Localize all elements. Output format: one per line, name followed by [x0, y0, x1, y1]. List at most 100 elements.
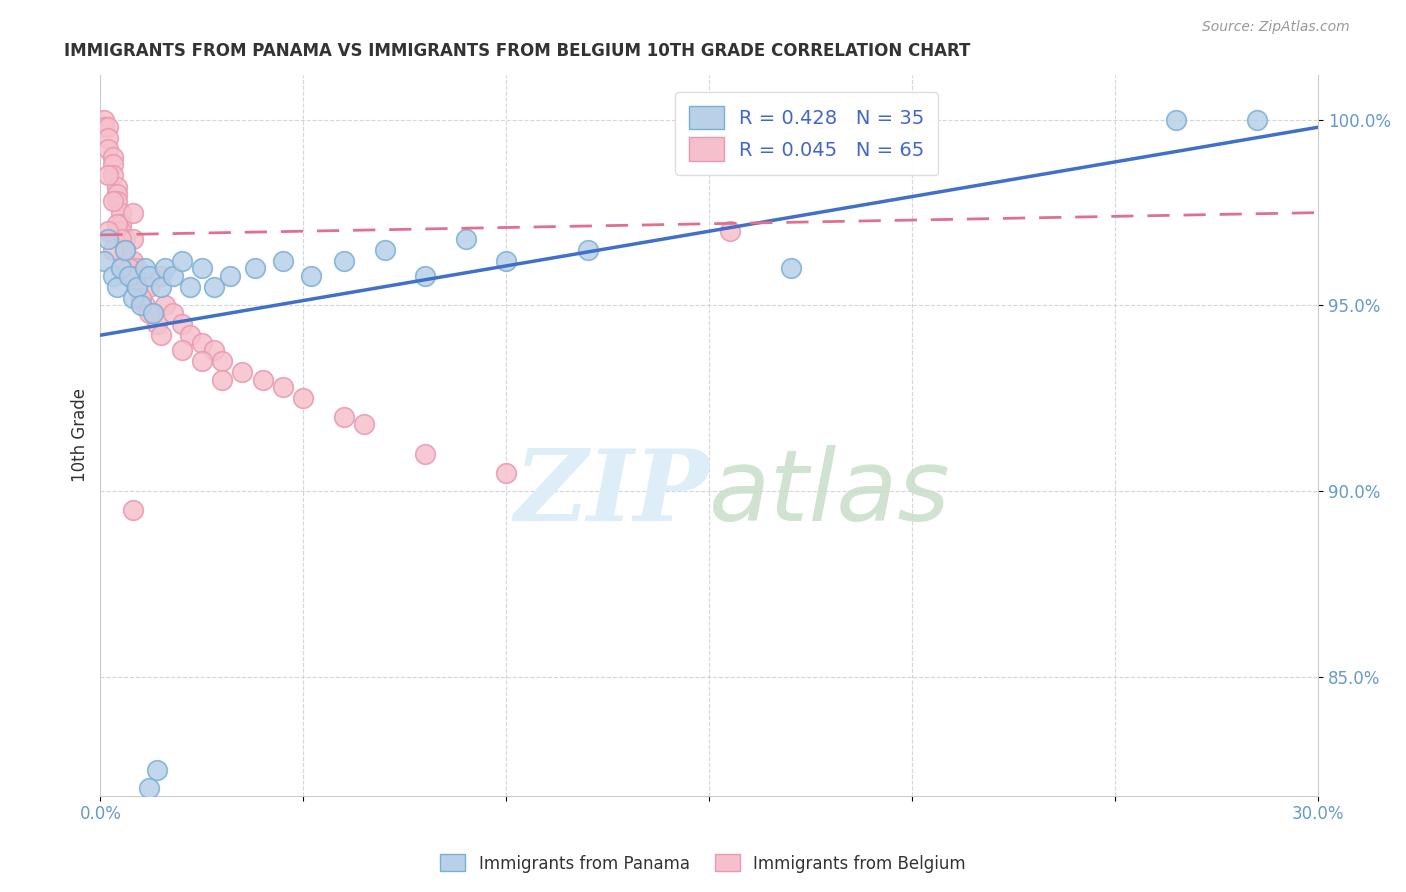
Point [413, 447, 436, 461]
Point [121, 502, 143, 516]
Point [179, 280, 201, 294]
Point [155, 298, 177, 312]
Point [202, 280, 225, 294]
Point [101, 157, 124, 171]
Point [129, 268, 152, 283]
Point [114, 243, 136, 257]
Point [110, 261, 132, 276]
Point [110, 232, 132, 246]
Point [413, 268, 436, 283]
Y-axis label: 10th Grade: 10th Grade [72, 389, 89, 483]
Point [121, 291, 143, 305]
Point [118, 261, 141, 276]
Point [231, 365, 253, 379]
Point [121, 205, 143, 219]
Point [129, 298, 152, 312]
Point [125, 280, 148, 294]
Point [121, 232, 143, 246]
Legend: Immigrants from Panama, Immigrants from Belgium: Immigrants from Panama, Immigrants from … [433, 847, 973, 880]
Point [191, 261, 214, 276]
Point [93, 254, 115, 268]
Point [779, 261, 801, 276]
Point [97, 120, 120, 135]
Point [110, 217, 132, 231]
Point [105, 280, 128, 294]
Point [454, 232, 477, 246]
Point [211, 354, 233, 368]
Text: atlas: atlas [709, 444, 950, 541]
Point [121, 254, 143, 268]
Point [1166, 112, 1188, 127]
Point [114, 243, 136, 257]
Point [162, 268, 184, 283]
Point [105, 194, 128, 209]
Point [125, 261, 148, 276]
Point [118, 268, 141, 283]
Point [134, 298, 156, 312]
Point [110, 261, 132, 276]
Point [97, 224, 120, 238]
Point [146, 763, 169, 777]
Point [114, 243, 136, 257]
Point [162, 306, 184, 320]
Point [101, 243, 124, 257]
Point [191, 335, 214, 350]
Point [121, 268, 143, 283]
Point [373, 243, 395, 257]
Point [101, 268, 124, 283]
Point [97, 169, 120, 183]
Point [142, 306, 165, 320]
Point [301, 268, 323, 283]
Point [191, 354, 214, 368]
Point [495, 466, 517, 480]
Point [125, 280, 148, 294]
Point [101, 194, 124, 209]
Point [110, 205, 132, 219]
Point [146, 317, 169, 331]
Point [271, 380, 294, 394]
Point [138, 781, 160, 796]
Point [118, 268, 141, 283]
Point [243, 261, 266, 276]
Point [114, 232, 136, 246]
Point [105, 179, 128, 194]
Text: Source: ZipAtlas.com: Source: ZipAtlas.com [1202, 21, 1350, 34]
Point [353, 417, 375, 432]
Point [219, 268, 242, 283]
Point [125, 280, 148, 294]
Point [134, 261, 156, 276]
Point [142, 306, 165, 320]
Point [118, 261, 141, 276]
Point [333, 254, 356, 268]
Point [170, 317, 193, 331]
Point [150, 268, 173, 283]
Point [138, 268, 160, 283]
Legend: R = 0.428   N = 35, R = 0.045   N = 65: R = 0.428 N = 35, R = 0.045 N = 65 [675, 92, 938, 175]
Point [252, 373, 274, 387]
Point [202, 343, 225, 357]
Point [97, 232, 120, 246]
Point [333, 409, 356, 424]
Point [495, 254, 517, 268]
Text: IMMIGRANTS FROM PANAMA VS IMMIGRANTS FROM BELGIUM 10TH GRADE CORRELATION CHART: IMMIGRANTS FROM PANAMA VS IMMIGRANTS FRO… [63, 42, 970, 60]
Point [211, 373, 233, 387]
Point [105, 187, 128, 202]
Point [129, 291, 152, 305]
Point [101, 150, 124, 164]
Point [292, 392, 315, 406]
Point [150, 328, 173, 343]
Point [271, 254, 294, 268]
Point [155, 261, 177, 276]
Point [110, 224, 132, 238]
Point [138, 306, 160, 320]
Point [129, 291, 152, 305]
Point [718, 224, 741, 238]
Point [93, 112, 115, 127]
Point [150, 280, 173, 294]
Point [1246, 112, 1268, 127]
Point [101, 169, 124, 183]
Point [105, 217, 128, 231]
Point [170, 343, 193, 357]
Point [114, 254, 136, 268]
Point [138, 280, 160, 294]
